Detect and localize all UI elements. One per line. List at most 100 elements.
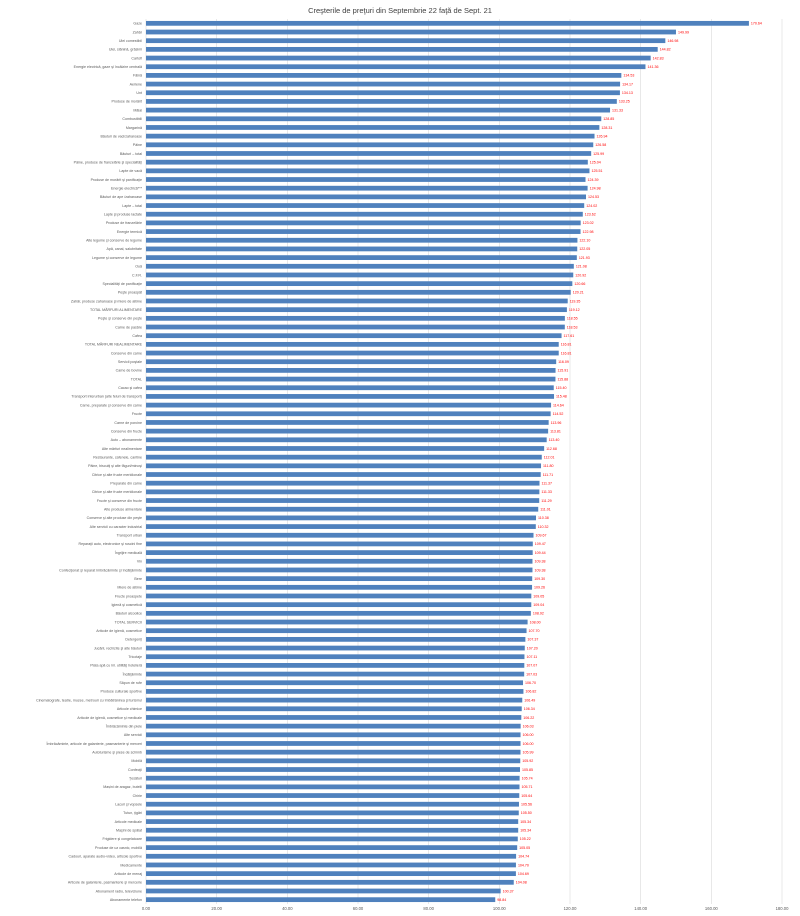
bar <box>146 793 520 798</box>
data-label: 105.50 <box>521 811 532 815</box>
category-label: Alte legume şi conserve de legume <box>86 239 142 243</box>
data-label: 121.93 <box>579 256 590 260</box>
data-label: 111.37 <box>542 481 552 485</box>
bar <box>146 767 521 772</box>
data-label: 116.81 <box>561 343 572 347</box>
bar <box>146 142 594 148</box>
data-label: 119.35 <box>570 299 581 303</box>
category-label: Energie electrică*** <box>111 186 143 190</box>
category-label: Peşte proaspăt <box>118 291 142 295</box>
category-label: Pâine, biscuiţi şi alte făguri/minoşi <box>88 464 142 468</box>
data-label: 105.92 <box>522 759 533 763</box>
category-label: Săpun de rufe <box>119 681 142 685</box>
category-label: Peşte şi conserve din peşte <box>98 317 142 321</box>
bar <box>146 185 588 191</box>
category-label: Pâine, produse de franzelărie şi special… <box>74 160 143 164</box>
data-label: 107.11 <box>526 655 537 659</box>
bar <box>146 463 542 469</box>
bar <box>146 99 617 104</box>
category-label: Medicamente <box>120 863 142 867</box>
bar <box>146 454 542 460</box>
category-label: Alte produse alimentare <box>104 508 142 512</box>
data-label: 114.52 <box>553 412 564 416</box>
category-label: C.F.R. <box>132 273 142 277</box>
bar <box>146 437 547 443</box>
bar <box>146 619 528 625</box>
category-label: Lapte – total <box>122 204 142 208</box>
bar <box>146 749 521 755</box>
bar <box>146 446 545 451</box>
category-label: Cinematografe, teatre, muzee, metrouri c… <box>36 698 142 702</box>
category-label: TOTAL SERVICII <box>115 620 142 624</box>
category-label: Zahăr <box>133 30 143 34</box>
bar <box>146 775 520 781</box>
bar <box>146 411 551 417</box>
data-label: 105.05 <box>519 846 530 850</box>
bar <box>146 697 523 703</box>
x-tick-label: 140.00 <box>634 906 647 911</box>
data-label: 105.34 <box>520 820 531 824</box>
data-label: 104.74 <box>518 855 529 859</box>
category-label: Auto – abonamente <box>111 438 142 442</box>
bar <box>146 125 600 130</box>
data-label: 114.64 <box>553 403 564 407</box>
category-label: Produse de morărit <box>111 100 142 104</box>
category-label: TOTAL MĂRFURI NEALIMENTARE <box>85 343 143 347</box>
category-label: Carne de porcine <box>114 421 142 425</box>
category-label: Conserve din fructe <box>111 429 142 433</box>
bar <box>146 610 531 616</box>
category-label: Ulei comestibil <box>119 39 142 43</box>
category-label: Energie electrică, gaze şi încălzire cen… <box>74 65 142 69</box>
data-label: 109.47 <box>535 542 546 546</box>
data-label: 115.91 <box>558 369 569 373</box>
data-label: 118.53 <box>567 325 578 329</box>
category-label: Citrice şi alte fructe meridionale <box>92 473 142 477</box>
bar <box>146 715 522 720</box>
data-label: 120.66 <box>574 282 585 286</box>
data-label: 126.58 <box>595 143 606 147</box>
data-label: 128.31 <box>601 126 612 130</box>
data-label: 115.88 <box>557 377 568 381</box>
category-label: Transport urban <box>117 534 142 538</box>
category-label: Ouă <box>135 265 142 269</box>
bar <box>146 810 519 816</box>
data-label: 122.10 <box>579 239 590 243</box>
data-label: 112.01 <box>544 455 555 459</box>
bar <box>146 819 519 824</box>
bar <box>146 845 518 850</box>
category-label: Lacuri şi vopsele <box>115 803 142 807</box>
data-label: 117.61 <box>564 334 575 338</box>
bar <box>146 550 533 555</box>
bar <box>146 55 651 61</box>
category-label: Igienă şi cosmetică <box>111 603 142 607</box>
category-label: Combustibili <box>122 117 142 121</box>
bar <box>146 289 571 295</box>
category-label: Articole de igienă, cosmetice <box>96 629 142 633</box>
category-label: Unt <box>136 91 142 95</box>
bar <box>146 211 583 217</box>
bar <box>146 420 549 425</box>
category-label: Cadouri, aparate audio-video, articole s… <box>68 855 142 859</box>
data-label: 121.08 <box>576 265 587 269</box>
category-label: Ulei, slănină, grăsimi <box>109 48 142 52</box>
bar <box>146 636 526 642</box>
data-label: 125.51 <box>591 169 602 173</box>
data-label: 144.82 <box>660 48 671 52</box>
bar <box>146 307 567 313</box>
category-label: Băuturi alcoolice <box>116 612 142 616</box>
category-label: Lapte şi produse lactate <box>104 213 142 217</box>
category-label: Produse de franzelărie <box>106 221 142 225</box>
data-label: 105.56 <box>521 803 532 807</box>
data-label: 109.67 <box>536 534 547 538</box>
category-label: Articole de galanterie, pasmanterie şi m… <box>68 881 142 885</box>
x-axis-ticks: 0.00 20.00 40.00 60.00 80.00 100.00 120.00 140.… <box>142 906 789 911</box>
bar <box>146 107 611 113</box>
bar <box>146 90 620 96</box>
category-label: Articole medicale <box>115 820 142 824</box>
data-label: 105.74 <box>522 776 533 780</box>
category-label: Produse de morărit şi panificaţie <box>91 178 142 182</box>
x-tick-label: 60.00 <box>353 906 364 911</box>
category-label: Cacao şi cafea <box>118 386 142 390</box>
data-label: 134.17 <box>622 82 633 86</box>
data-label: 149.99 <box>678 30 689 34</box>
